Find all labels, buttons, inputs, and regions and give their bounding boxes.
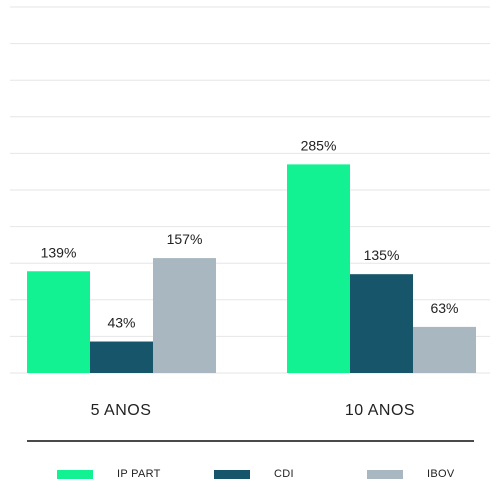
data-label: 157% xyxy=(167,231,203,247)
legend-label-cdi: CDI xyxy=(274,468,294,480)
data-label: 285% xyxy=(301,137,337,153)
legend-label-ibov: IBOV xyxy=(427,468,455,480)
bars xyxy=(27,164,476,373)
data-label: 135% xyxy=(364,247,400,263)
bar-ibov-5-anos xyxy=(153,258,216,373)
legend-item-cdi: CDI xyxy=(214,468,294,480)
bar-cdi-5-anos xyxy=(90,341,153,373)
legend-swatch-cdi xyxy=(214,469,250,479)
data-labels: 139% 43% 157% 285% 135% 63% xyxy=(41,137,459,330)
data-label: 43% xyxy=(107,315,135,331)
legend-swatch-ip-part xyxy=(57,469,93,479)
axis-rule xyxy=(27,440,474,442)
category-label-5-anos: 5 ANOS xyxy=(90,402,152,419)
legend-item-ip-part: IP PART xyxy=(57,468,161,480)
data-label: 63% xyxy=(430,300,458,316)
legend-label-ip-part: IP PART xyxy=(117,468,161,480)
legend-item-ibov: IBOV xyxy=(367,468,455,480)
category-label-10-anos: 10 ANOS xyxy=(344,402,416,419)
data-label: 139% xyxy=(41,244,77,260)
legend: IP PART CDI IBOV xyxy=(0,468,500,484)
bar-ibov-10-anos xyxy=(413,326,476,373)
bar-ip-part-5-anos xyxy=(27,271,90,373)
legend-swatch-ibov xyxy=(367,469,403,479)
bar-cdi-10-anos xyxy=(350,274,413,373)
bar-ip-part-10-anos xyxy=(287,164,350,373)
